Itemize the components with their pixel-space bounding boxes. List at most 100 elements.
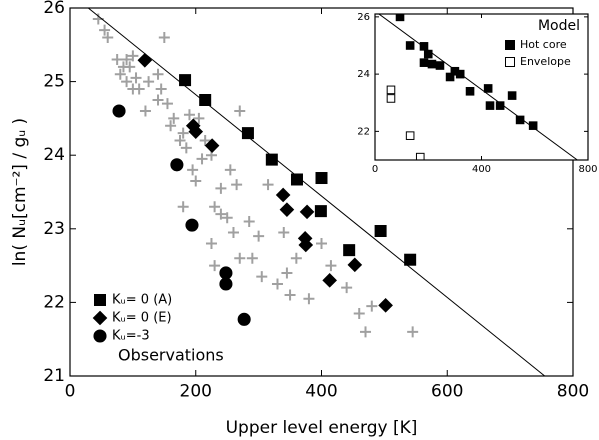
marker-plus	[281, 267, 293, 279]
marker-plus	[353, 307, 365, 319]
marker-plus	[161, 98, 173, 110]
plot-area	[378, 14, 578, 160]
marker-square	[386, 85, 396, 95]
marker-plus	[215, 208, 227, 220]
marker-plus	[127, 50, 139, 62]
marker-plus	[366, 300, 378, 312]
marker-square	[241, 127, 254, 140]
marker-plus	[215, 182, 227, 194]
marker-diamond	[347, 257, 363, 273]
marker-plus	[183, 109, 195, 121]
model-line	[87, 8, 546, 376]
marker-square	[290, 173, 303, 186]
marker-plus	[133, 83, 145, 95]
marker-plus	[180, 142, 192, 154]
marker-square	[199, 94, 212, 106]
marker-plus	[174, 134, 186, 146]
marker-plus	[271, 278, 283, 290]
legend-label: Kᵤ= 0 (A)	[112, 293, 172, 308]
marker-circle	[93, 329, 107, 343]
marker-plus	[143, 76, 155, 88]
marker-plus	[102, 31, 114, 43]
marker-square	[507, 91, 517, 100]
marker-diamond	[137, 52, 153, 68]
marker-plus	[158, 31, 170, 43]
marker-plus	[224, 164, 236, 176]
marker-square	[515, 115, 525, 125]
marker-square	[405, 131, 415, 140]
marker-square	[315, 172, 328, 185]
y-tick-label: 22	[43, 292, 65, 312]
marker-diamond	[275, 187, 291, 203]
marker-plus	[165, 120, 177, 132]
marker-plus	[246, 252, 258, 264]
y-tick-label: 21	[43, 366, 65, 386]
x-tick-label: 0	[372, 164, 378, 175]
marker-plus	[316, 238, 327, 250]
marker-square	[265, 153, 278, 166]
marker-diamond	[279, 202, 295, 217]
marker-plus	[99, 24, 111, 36]
marker-diamond	[322, 273, 337, 288]
marker-square	[505, 57, 515, 67]
marker-plus	[221, 212, 233, 224]
marker-square	[314, 205, 327, 218]
marker-plus	[231, 179, 243, 191]
x-axis-label: Upper level energy [K]	[226, 418, 418, 438]
y-axis-label: ln( Nᵤ[cm⁻²] / gᵤ )	[10, 118, 30, 266]
marker-square	[404, 253, 417, 266]
y-tick-label: 26	[357, 12, 370, 23]
marker-square	[419, 58, 429, 67]
legend-title: Observations	[118, 346, 224, 365]
marker-plus	[262, 179, 274, 191]
marker-plus	[199, 134, 211, 146]
marker-plus	[284, 289, 296, 301]
marker-plus	[234, 105, 246, 117]
x-tick-label: 800	[578, 164, 597, 175]
marker-plus	[227, 226, 239, 238]
inset-background	[375, 14, 588, 160]
model-line	[378, 14, 578, 160]
marker-diamond	[299, 204, 315, 220]
marker-plus	[256, 271, 268, 283]
marker-plus	[152, 94, 164, 106]
marker-plus	[177, 127, 189, 139]
marker-square	[423, 49, 433, 59]
y-tick-label: 23	[43, 219, 65, 239]
marker-square	[445, 72, 455, 82]
marker-plus	[121, 54, 133, 66]
marker-plus	[360, 326, 372, 338]
x-tick-label: 600	[431, 381, 463, 401]
marker-square	[405, 41, 415, 50]
marker-square	[179, 74, 192, 87]
marker-plus	[130, 72, 142, 84]
y-tick-label: 25	[43, 72, 65, 92]
marker-circle	[237, 312, 251, 326]
marker-plus	[139, 105, 151, 117]
x-tick-label: 0	[65, 381, 76, 401]
plot-area	[87, 8, 546, 376]
marker-diamond	[204, 138, 220, 153]
x-tick-label: 400	[472, 164, 491, 175]
marker-diamond	[188, 124, 204, 139]
marker-plus	[325, 260, 337, 272]
x-tick-label: 800	[557, 381, 589, 401]
y-tick-label: 24	[357, 69, 370, 80]
y-tick-label: 24	[43, 145, 65, 165]
y-tick-label: 26	[43, 0, 65, 18]
marker-plus	[278, 226, 290, 238]
marker-plus	[114, 68, 126, 80]
marker-plus	[205, 238, 217, 250]
marker-plus	[193, 112, 205, 124]
marker-diamond	[298, 237, 314, 253]
marker-plus	[341, 282, 353, 294]
marker-circle	[185, 218, 199, 232]
marker-plus	[168, 112, 180, 124]
marker-circle	[170, 158, 184, 172]
x-tick-label: 200	[180, 381, 212, 401]
marker-square	[343, 244, 356, 257]
marker-plus	[407, 326, 419, 338]
legend-label: Hot core	[520, 38, 567, 51]
x-tick-label: 400	[305, 381, 337, 401]
